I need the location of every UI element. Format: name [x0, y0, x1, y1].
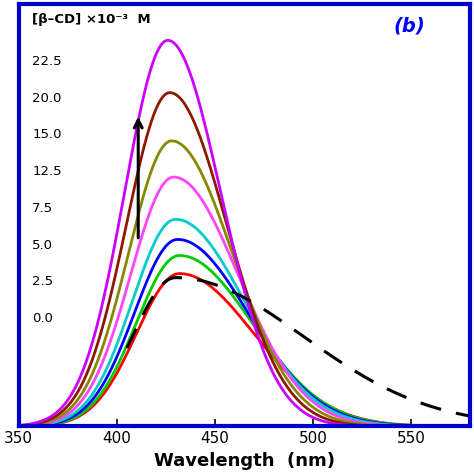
- Text: 0.0: 0.0: [32, 312, 53, 325]
- Text: [β–CD] ×10⁻³  M: [β–CD] ×10⁻³ M: [32, 13, 151, 26]
- Text: 20.0: 20.0: [32, 91, 62, 105]
- Text: 22.5: 22.5: [32, 55, 62, 68]
- Text: (b): (b): [393, 17, 425, 36]
- Text: 15.0: 15.0: [32, 128, 62, 141]
- Text: 2.5: 2.5: [32, 275, 54, 288]
- X-axis label: Wavelength  (nm): Wavelength (nm): [154, 452, 335, 470]
- Text: 5.0: 5.0: [32, 238, 53, 252]
- Text: 12.5: 12.5: [32, 165, 62, 178]
- Text: 7.5: 7.5: [32, 202, 54, 215]
